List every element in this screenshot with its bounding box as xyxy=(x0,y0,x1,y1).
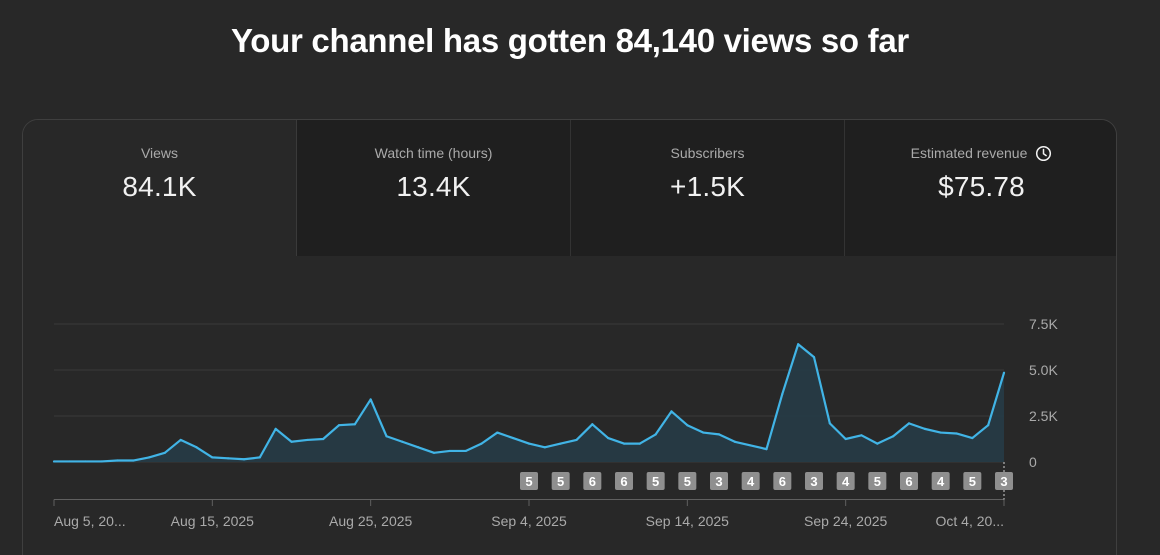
tab-views-value: 84.1K xyxy=(122,171,197,202)
tab-subscribers-value: +1.5K xyxy=(670,171,745,202)
tab-views[interactable]: Views 84.1K xyxy=(23,120,297,256)
tab-watch-time-label: Watch time (hours) xyxy=(374,145,493,161)
tab-estimated-revenue-label: Estimated revenue xyxy=(910,145,1028,161)
tab-views-label: Views xyxy=(140,145,179,161)
page-headline: Your channel has gotten 84,140 views so … xyxy=(231,22,909,59)
tab-estimated-revenue-value: $75.78 xyxy=(938,171,1025,202)
tab-subscribers-label: Subscribers xyxy=(670,145,745,161)
tab-estimated-revenue[interactable]: Estimated revenue $75.78 xyxy=(845,120,1116,256)
tab-watch-time[interactable]: Watch time (hours) 13.4K xyxy=(297,120,571,256)
clock-icon[interactable] xyxy=(1035,145,1052,162)
tab-subscribers[interactable]: Subscribers +1.5K xyxy=(571,120,845,256)
analytics-card: Views 84.1K Watch time (hours) 13.4K Sub… xyxy=(22,119,1117,555)
tab-watch-time-value: 13.4K xyxy=(396,171,471,202)
metric-tabs: Views 84.1K Watch time (hours) 13.4K Sub… xyxy=(23,120,1116,256)
